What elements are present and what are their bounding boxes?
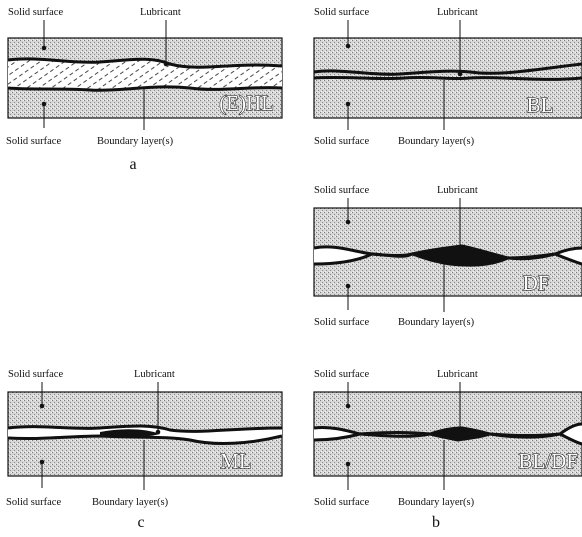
panel-bl: Solid surface Lubricant BL Solid surface… [313, 7, 582, 147]
lubricant-pocket [314, 427, 360, 440]
lubricant-label: Lubricant [140, 7, 181, 18]
panel-ml: Solid surface Lubricant ML Solid surface… [6, 369, 283, 508]
regime-label: BL/DF [518, 449, 578, 473]
lower-boundary-layer [314, 432, 582, 446]
lower-boundary-layer [8, 85, 282, 92]
caption-b: b [432, 514, 440, 531]
bottom-surface-label: Solid surface [6, 497, 61, 508]
lower-boundary-layer [8, 434, 282, 445]
upper-boundary-layer [8, 424, 282, 433]
bottom-surface-label: Solid surface [314, 317, 369, 328]
top-surface-label: Solid surface [314, 185, 369, 196]
lubricant-label: Lubricant [437, 185, 478, 196]
lubricant-label: Lubricant [134, 369, 175, 380]
regime-label: BL [527, 93, 554, 117]
lower-boundary-layer [314, 75, 582, 81]
boundary-layer-label: Boundary layer(s) [398, 497, 475, 508]
boundary-layer-label: Boundary layer(s) [398, 317, 475, 328]
upper-boundary-layer [314, 62, 582, 76]
lower-boundary-layer [314, 252, 582, 267]
top-surface-label: Solid surface [8, 7, 63, 18]
boundary-layer-label: Boundary layer(s) [92, 497, 169, 508]
panel-bldf: Solid surface Lubricant BL/DF Solid surf… [313, 369, 582, 508]
panel-ehl: Solid surface Lubricant (E)HL Solid surf… [6, 7, 283, 147]
top-surface-label: Solid surface [8, 369, 63, 380]
top-surface-label: Solid surface [314, 7, 369, 18]
panel-df: Solid surface Lubricant DF Solid surface… [313, 185, 582, 328]
lubricant-label: Lubricant [437, 369, 478, 380]
upper-boundary-layer [8, 57, 282, 69]
bottom-surface-label: Solid surface [314, 136, 369, 147]
lubricant-film [8, 58, 282, 91]
lubricant-label: Lubricant [437, 7, 478, 18]
regime-label: ML [220, 449, 252, 473]
bottom-surface-label: Solid surface [6, 136, 61, 147]
bottom-surface-label: Solid surface [314, 497, 369, 508]
caption-c: c [137, 514, 144, 531]
boundary-layer-label: Boundary layer(s) [398, 136, 475, 147]
lubricant-pocket [314, 246, 372, 264]
regime-label: (E)HL [219, 91, 274, 115]
caption-a: a [129, 156, 136, 173]
regime-label: DF [523, 271, 550, 295]
top-surface-label: Solid surface [314, 369, 369, 380]
boundary-layer-label: Boundary layer(s) [97, 136, 174, 147]
lubricant-pocket [560, 424, 582, 444]
